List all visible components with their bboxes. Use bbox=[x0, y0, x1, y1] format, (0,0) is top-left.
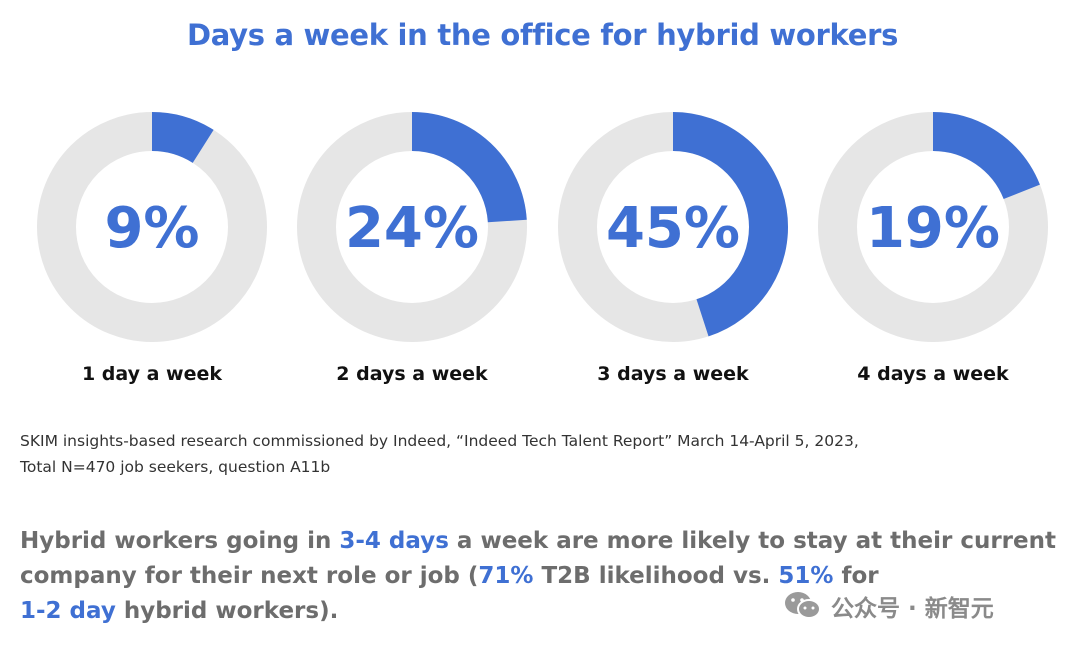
donut-value-label: 45% bbox=[606, 196, 740, 261]
category-label: 4 days a week bbox=[857, 363, 1009, 385]
summary-text-part: company for their next role or job ( bbox=[20, 563, 479, 589]
chart-title: Days a week in the office for hybrid wor… bbox=[186, 18, 899, 52]
donut-segment bbox=[411, 112, 527, 223]
watermark-text: 公众号 · 新智元 bbox=[831, 596, 994, 622]
category-label: 2 days a week bbox=[336, 363, 488, 385]
category-label: 3 days a week bbox=[597, 363, 749, 385]
donut-charts: 9% 24% 45% 19% bbox=[37, 112, 1048, 342]
highlight-71-percent: 71% bbox=[478, 563, 534, 589]
donut-segment bbox=[672, 112, 788, 337]
category-label: 1 day a week bbox=[81, 363, 223, 385]
donut-value-label: 24% bbox=[345, 196, 479, 261]
donut-value-label: 9% bbox=[104, 196, 199, 261]
summary-line-1: Hybrid workers going in 3-4 days a week … bbox=[20, 524, 1056, 559]
summary-line-2: company for their next role or job (71% … bbox=[20, 559, 1020, 594]
donut-value-label: 19% bbox=[866, 196, 1000, 261]
summary-text: Hybrid workers going in 3-4 days a week … bbox=[20, 524, 1056, 629]
highlight-1-2-day: 1-2 day bbox=[20, 598, 116, 624]
summary-text-part: Hybrid workers going in bbox=[20, 528, 340, 554]
source-line-1: SKIM insights-based research commissione… bbox=[20, 432, 859, 450]
wechat-icon bbox=[785, 592, 821, 619]
summary-text-part: a week are more likely to stay at their … bbox=[448, 528, 1056, 554]
summary-text-part: hybrid workers). bbox=[115, 598, 339, 624]
summary-text-part: T2B likelihood vs. bbox=[533, 563, 779, 589]
watermark: 公众号 · 新智元 bbox=[783, 588, 994, 624]
summary-line-3: 1-2 day hybrid workers). bbox=[20, 594, 1020, 629]
highlight-51-percent: 51% bbox=[778, 563, 834, 589]
summary-text-part: for bbox=[833, 563, 879, 589]
source-line-2: Total N=470 job seekers, question A11b bbox=[20, 458, 331, 476]
highlight-3-4-days: 3-4 days bbox=[339, 528, 449, 554]
donut-segment bbox=[151, 112, 214, 164]
source-note: SKIM insights-based research commissione… bbox=[20, 428, 1020, 480]
donut-segment bbox=[932, 112, 1040, 200]
